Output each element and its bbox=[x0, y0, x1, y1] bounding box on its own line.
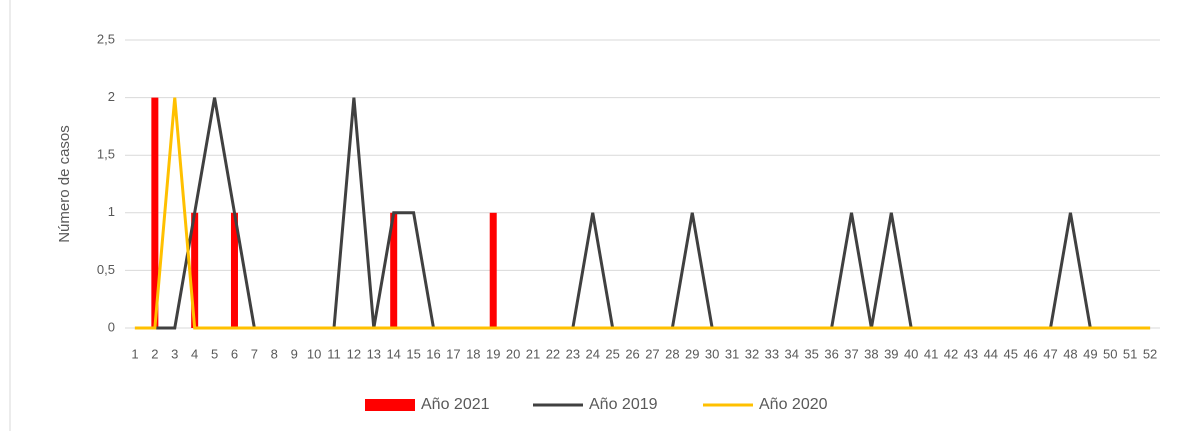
x-tick-label: 28 bbox=[665, 346, 679, 361]
x-tick-label: 30 bbox=[705, 346, 719, 361]
legend-label: Año 2021 bbox=[421, 396, 490, 413]
bar bbox=[390, 212, 398, 328]
line bbox=[134, 97, 1151, 330]
x-tick-label: 43 bbox=[964, 346, 978, 361]
x-tick-label: 36 bbox=[824, 346, 838, 361]
x-tick-label: 26 bbox=[625, 346, 639, 361]
x-tick-label: 48 bbox=[1063, 346, 1077, 361]
y-tick-label: 1 bbox=[108, 204, 115, 219]
x-tick-label: 14 bbox=[386, 346, 400, 361]
x-tick-label: 7 bbox=[251, 346, 258, 361]
x-tick-label: 4 bbox=[191, 346, 198, 361]
x-tick-label: 3 bbox=[171, 346, 178, 361]
x-tick-label: 29 bbox=[685, 346, 699, 361]
x-tick-label: 16 bbox=[426, 346, 440, 361]
x-tick-label: 15 bbox=[406, 346, 420, 361]
y-tick-label: 1,5 bbox=[97, 147, 115, 162]
x-tick-label: 23 bbox=[566, 346, 580, 361]
x-tick-label: 41 bbox=[924, 346, 938, 361]
x-tick-label: 10 bbox=[307, 346, 321, 361]
x-tick-label: 25 bbox=[605, 346, 619, 361]
y-axis-label: Número de casos bbox=[56, 125, 73, 243]
x-tick-label: 6 bbox=[231, 346, 238, 361]
x-tick-label: 34 bbox=[785, 346, 799, 361]
y-tick-label: 2,5 bbox=[97, 31, 115, 46]
x-tick-label: 9 bbox=[291, 346, 298, 361]
legend-swatch bbox=[365, 399, 415, 411]
y-tick-label: 0,5 bbox=[97, 262, 115, 277]
bar bbox=[230, 212, 238, 328]
x-tick-label: 1 bbox=[131, 346, 138, 361]
y-tick-label: 0 bbox=[108, 319, 115, 334]
legend-label: Año 2019 bbox=[589, 396, 658, 413]
x-tick-label: 49 bbox=[1083, 346, 1097, 361]
x-tick-label: 38 bbox=[864, 346, 878, 361]
x-tick-label: 51 bbox=[1123, 346, 1137, 361]
x-tick-label: 47 bbox=[1043, 346, 1057, 361]
x-tick-label: 37 bbox=[844, 346, 858, 361]
x-tick-label: 8 bbox=[271, 346, 278, 361]
x-tick-label: 13 bbox=[367, 346, 381, 361]
x-tick-label: 27 bbox=[645, 346, 659, 361]
x-tick-label: 46 bbox=[1023, 346, 1037, 361]
bar bbox=[151, 97, 159, 328]
x-tick-label: 35 bbox=[804, 346, 818, 361]
bar bbox=[489, 212, 497, 328]
x-tick-label: 18 bbox=[466, 346, 480, 361]
legend-label: Año 2020 bbox=[759, 396, 828, 413]
x-tick-label: 22 bbox=[546, 346, 560, 361]
x-tick-label: 2 bbox=[151, 346, 158, 361]
x-tick-label: 11 bbox=[327, 346, 341, 361]
x-tick-label: 44 bbox=[984, 346, 998, 361]
x-tick-label: 12 bbox=[347, 346, 361, 361]
x-tick-label: 5 bbox=[211, 346, 218, 361]
bar bbox=[191, 212, 199, 328]
x-tick-label: 52 bbox=[1143, 346, 1157, 361]
x-tick-label: 17 bbox=[446, 346, 460, 361]
x-tick-label: 31 bbox=[725, 346, 739, 361]
x-tick-label: 45 bbox=[1003, 346, 1017, 361]
x-tick-label: 21 bbox=[526, 346, 540, 361]
x-tick-label: 40 bbox=[904, 346, 918, 361]
x-tick-label: 32 bbox=[745, 346, 759, 361]
x-tick-label: 19 bbox=[486, 346, 500, 361]
x-tick-label: 20 bbox=[506, 346, 520, 361]
x-tick-label: 42 bbox=[944, 346, 958, 361]
y-tick-label: 2 bbox=[108, 89, 115, 104]
x-tick-label: 24 bbox=[586, 346, 600, 361]
x-tick-label: 50 bbox=[1103, 346, 1117, 361]
x-tick-label: 33 bbox=[765, 346, 779, 361]
x-tick-label: 39 bbox=[884, 346, 898, 361]
